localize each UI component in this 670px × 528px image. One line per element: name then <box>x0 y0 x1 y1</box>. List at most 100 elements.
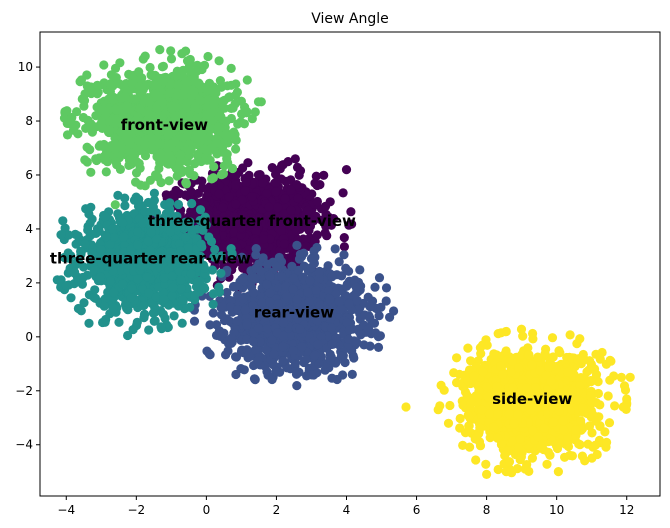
data-point <box>290 154 300 164</box>
data-point <box>264 202 274 212</box>
data-point <box>227 333 237 343</box>
data-point <box>294 170 304 180</box>
data-point <box>56 230 66 240</box>
data-point <box>255 266 266 276</box>
data-point <box>278 356 288 366</box>
data-point <box>275 245 285 256</box>
data-point <box>280 194 290 204</box>
data-point <box>272 261 282 272</box>
cluster-rear-view <box>180 240 399 391</box>
data-point <box>271 367 281 377</box>
data-point <box>334 257 344 267</box>
data-points <box>52 45 635 479</box>
data-point <box>326 352 336 362</box>
data-point <box>127 283 137 293</box>
data-point <box>237 195 247 205</box>
data-point <box>139 300 149 311</box>
data-point <box>238 273 248 283</box>
data-point <box>305 276 315 286</box>
data-point <box>156 177 166 188</box>
data-point <box>143 236 153 246</box>
data-point <box>58 216 68 226</box>
data-point <box>238 210 248 220</box>
data-point <box>231 199 241 209</box>
data-point <box>99 301 109 311</box>
data-point <box>159 273 169 283</box>
data-point <box>326 323 337 333</box>
data-point <box>249 374 260 384</box>
data-point <box>132 227 143 237</box>
data-point <box>96 272 106 282</box>
data-point <box>119 232 129 242</box>
data-point <box>252 236 262 247</box>
data-point <box>297 342 307 352</box>
data-point <box>279 209 289 219</box>
data-point <box>215 331 225 341</box>
data-point <box>226 63 236 73</box>
data-point <box>334 296 344 307</box>
data-point <box>306 370 316 380</box>
data-point <box>114 317 124 327</box>
data-point <box>118 279 128 289</box>
data-point <box>66 293 76 303</box>
data-point <box>149 188 159 198</box>
data-point <box>164 176 174 186</box>
data-point <box>100 212 110 222</box>
data-point <box>363 292 373 302</box>
data-point <box>101 314 111 325</box>
data-point <box>238 163 248 173</box>
data-point <box>107 224 118 234</box>
data-point <box>70 267 80 277</box>
data-point <box>251 244 261 254</box>
data-point <box>381 296 391 306</box>
data-point <box>271 177 281 187</box>
data-point <box>168 282 178 293</box>
data-point <box>327 373 337 383</box>
data-point <box>193 188 203 198</box>
data-point <box>159 294 169 305</box>
data-point <box>288 273 299 283</box>
data-point <box>221 350 231 360</box>
data-point <box>352 295 362 306</box>
data-point <box>303 205 313 215</box>
data-point <box>359 340 369 350</box>
data-point <box>277 271 287 282</box>
data-point <box>215 76 225 86</box>
data-point <box>287 261 297 271</box>
data-point <box>176 275 186 285</box>
data-point <box>180 232 190 242</box>
data-point <box>342 281 352 291</box>
data-point <box>327 339 337 349</box>
data-point <box>292 294 302 304</box>
data-point <box>138 218 148 228</box>
data-point <box>344 299 354 309</box>
data-point <box>291 369 302 379</box>
data-point <box>213 215 223 225</box>
data-point <box>224 192 234 202</box>
data-point <box>145 62 155 73</box>
data-point <box>336 304 346 314</box>
data-point <box>84 318 94 328</box>
data-point <box>123 330 133 341</box>
data-point <box>160 313 170 323</box>
data-point <box>216 268 226 278</box>
data-point <box>109 287 119 298</box>
data-point <box>214 189 224 199</box>
data-point <box>288 346 298 356</box>
data-point <box>219 315 230 326</box>
data-point <box>139 309 150 320</box>
data-point <box>286 205 296 215</box>
data-point <box>241 178 251 188</box>
data-point <box>346 207 356 217</box>
data-point <box>126 293 136 303</box>
data-point <box>321 209 331 219</box>
data-point <box>292 240 302 250</box>
data-point <box>276 226 286 236</box>
data-point <box>82 157 92 167</box>
data-point <box>299 248 309 258</box>
data-point <box>238 294 248 304</box>
data-point <box>294 215 305 225</box>
data-point <box>309 216 319 226</box>
data-point <box>301 355 311 365</box>
